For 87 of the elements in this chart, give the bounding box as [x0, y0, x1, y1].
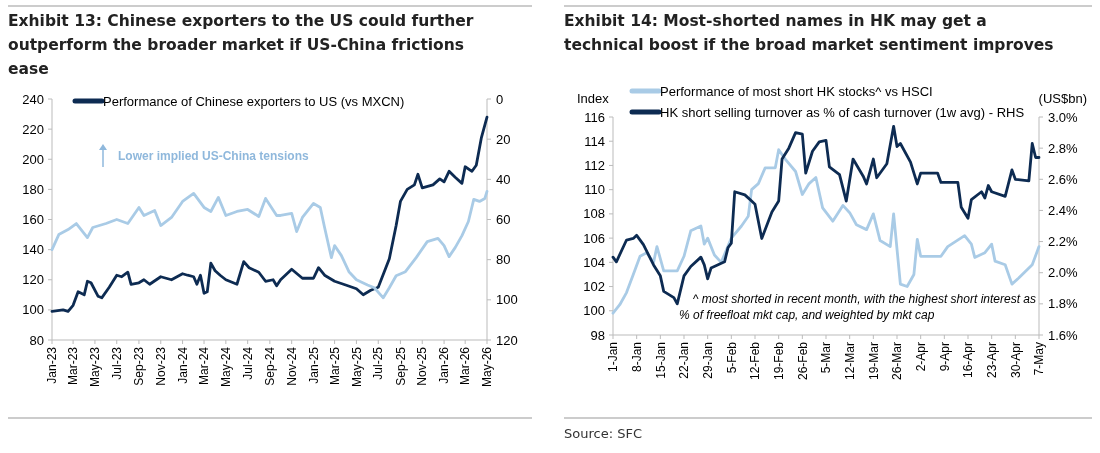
x-tick-label: Nov-24	[284, 346, 299, 386]
x-tick-label: Jul-25	[371, 346, 386, 380]
x-tick-label: 1-Jan	[606, 342, 621, 373]
x-tick-label: 19-Mar	[866, 342, 881, 381]
x-tick-label: 19-Feb	[771, 341, 786, 381]
x-tick-label: May-24	[219, 346, 234, 388]
source-note: Source: SFC	[564, 426, 642, 441]
x-tick-label: 5-Mar	[819, 342, 834, 374]
x-tick-label: Nov-25	[415, 346, 430, 386]
y2-tick-label: 120	[496, 332, 518, 348]
x-tick-label: 15-Jan	[653, 342, 668, 379]
y-tick-label: 112	[584, 157, 605, 173]
y-tick-label: 106	[583, 230, 605, 246]
x-tick-label: Sep-25	[393, 346, 408, 386]
x-tick-label: 9-Apr	[937, 342, 952, 372]
y2-tick-label: 2.6%	[1048, 171, 1079, 187]
y2-tick-label: 60	[496, 212, 511, 228]
x-tick-label: 12-Mar	[842, 342, 857, 381]
y-tick-label: 120	[22, 272, 44, 288]
annotation: ^ most shorted in recent month, with the highest short interest as % of freefloat mkt cap, and weighted by mkt cap	[679, 292, 1036, 322]
x-tick-label: 30-Apr	[1008, 342, 1023, 379]
legend-label: Performance of most short HK stocks^ vs HSCI	[660, 83, 933, 99]
y2-tick-label: 1.8%	[1048, 296, 1079, 312]
y2-axis-title: (US$bn)	[1038, 91, 1087, 106]
x-tick-label: May-23	[88, 346, 103, 388]
x-tick-label: 26-Mar	[890, 342, 905, 381]
y2-tick-label: 40	[496, 171, 511, 187]
y-tick-label: 200	[22, 151, 44, 167]
y-tick-label: 102	[583, 279, 605, 295]
x-tick-label: 5-Feb	[724, 341, 739, 374]
x-tick-label: Jan-26	[437, 346, 452, 384]
x-tick-label: 7-May	[1032, 342, 1047, 376]
y2-tick-label: 2.2%	[1048, 234, 1079, 250]
y2-tick-label: 100	[496, 292, 518, 308]
y-tick-label: 140	[22, 242, 44, 258]
x-tick-label: 2-Apr	[913, 342, 928, 372]
chart-title: Exhibit 14: Most-shorted names in HK may get a technical boost if the broad market sentiment improves	[564, 12, 1054, 54]
y-tick-label: 100	[583, 303, 605, 319]
x-tick-label: May-26	[480, 346, 495, 388]
y-tick-label: 100	[22, 302, 44, 318]
x-tick-label: Jan-23	[45, 346, 60, 384]
x-tick-label: Jan-24	[175, 346, 190, 384]
y-tick-label: 108	[583, 206, 605, 222]
x-tick-label: Mar-24	[197, 346, 212, 386]
y-tick-label: 104	[583, 254, 605, 270]
y2-tick-label: 20	[496, 131, 511, 147]
y-tick-label: 220	[22, 121, 44, 137]
x-tick-label: Mar-26	[458, 346, 473, 386]
y-tick-label: 114	[584, 133, 605, 149]
y2-tick-label: 0	[496, 91, 504, 107]
x-tick-label: 23-Apr	[984, 342, 999, 379]
line-series	[50, 115, 489, 313]
y-tick-label: 116	[584, 109, 605, 125]
line-series	[611, 124, 1041, 306]
legend-label: Performance of Chinese exporters to US (vs MXCN)	[103, 93, 405, 109]
x-tick-label: 12-Feb	[748, 341, 763, 381]
x-tick-label: Sep-23	[132, 346, 147, 386]
x-tick-label: 8-Jan	[629, 342, 644, 373]
y2-tick-label: 2.4%	[1048, 202, 1079, 218]
y-tick-label: 240	[22, 91, 44, 107]
x-tick-label: Mar-25	[327, 346, 342, 386]
y-axis-title: Index	[577, 91, 610, 106]
y-tick-label: 180	[22, 181, 44, 197]
x-tick-label: Mar-23	[66, 346, 81, 386]
y2-tick-label: 2.0%	[1048, 265, 1079, 281]
y-tick-label: 80	[29, 332, 44, 348]
x-tick-label: Jul-24	[240, 346, 255, 380]
y2-tick-label: 80	[496, 252, 511, 268]
y2-tick-label: 3.0%	[1048, 109, 1079, 125]
y-tick-label: 110	[584, 182, 605, 198]
x-tick-label: Sep-24	[263, 346, 278, 386]
y2-tick-label: 2.8%	[1048, 140, 1079, 156]
x-tick-label: Nov-23	[153, 346, 168, 386]
x-tick-label: 22-Jan	[677, 342, 692, 379]
x-tick-label: 26-Feb	[795, 341, 810, 381]
y-tick-label: 98	[590, 327, 605, 343]
x-tick-label: 29-Jan	[700, 342, 715, 379]
chart-title: Exhibit 13: Chinese exporters to the US could further outperform the broader market if US-China frictions ease	[8, 12, 474, 78]
annotation: Lower implied US-China tensions	[118, 149, 310, 164]
x-tick-label: 16-Apr	[961, 342, 976, 379]
y2-tick-label: 1.6%	[1048, 327, 1079, 343]
x-tick-label: May-25	[349, 346, 364, 388]
y-tick-label: 160	[22, 212, 44, 228]
legend-label: HK short selling turnover as % of cash turnover (1w avg) - RHS	[660, 104, 1025, 120]
x-tick-label: Jul-23	[109, 346, 124, 380]
x-tick-label: Jan-25	[306, 346, 321, 384]
line-series	[50, 189, 489, 300]
